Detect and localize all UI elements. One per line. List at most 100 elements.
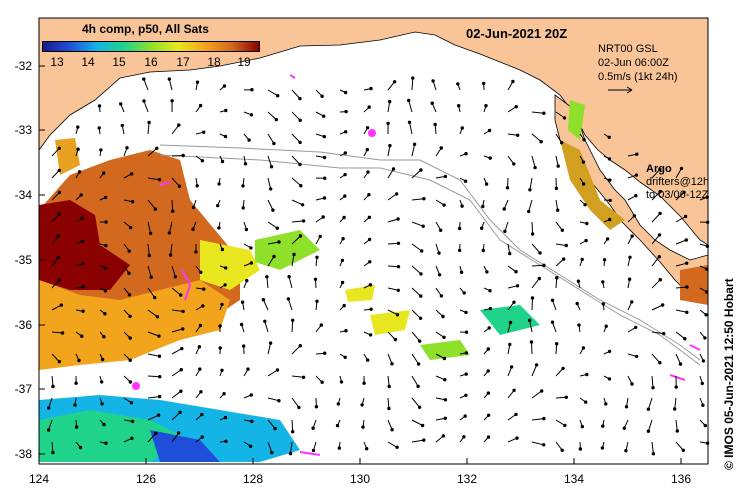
current-arrow (531, 243, 541, 254)
current-arrow (267, 441, 273, 453)
current-arrow-head (195, 80, 200, 84)
current-arrow (147, 122, 150, 135)
lat-label: -35 (14, 253, 32, 267)
current-arrow-head (658, 278, 662, 282)
current-arrow (675, 353, 681, 365)
current-arrow (267, 241, 280, 245)
current-arrow-head (562, 116, 567, 120)
sst-green-band-3 (420, 340, 470, 360)
current-arrow-head (657, 233, 662, 237)
drifter-tracks (132, 74, 701, 456)
current-arrow-head (368, 260, 372, 264)
current-arrow-head (343, 90, 348, 95)
current-arrow-head (130, 419, 135, 424)
current-arrow (387, 145, 391, 157)
current-arrow (267, 155, 272, 167)
sst-yellow-central (200, 240, 260, 290)
current-arrow-head (224, 108, 228, 113)
sst-green-band-2 (480, 305, 540, 335)
current-arrow (531, 111, 544, 114)
current-arrow (291, 111, 301, 121)
current-arrow-head (217, 182, 221, 186)
current-arrow-head (217, 226, 221, 230)
argo-float-marker (132, 382, 140, 390)
current-arrow-head (511, 79, 515, 84)
current-arrow-head (627, 277, 632, 281)
current-arrow (267, 256, 275, 267)
current-arrow-head (602, 258, 607, 262)
current-arrow-head (482, 81, 486, 86)
current-arrow (147, 432, 157, 443)
current-arrow-head (342, 303, 346, 308)
current-arrow-head (646, 407, 651, 411)
current-arrow-head (488, 156, 492, 160)
current-arrow-head (460, 204, 464, 208)
current-arrow-head (250, 88, 254, 92)
current-arrow (291, 155, 301, 165)
current-arrow-head (515, 284, 520, 288)
current-arrow (51, 304, 62, 311)
current-arrow-head (46, 428, 51, 432)
current-arrow-head (662, 331, 666, 336)
current-arrow-head (420, 423, 425, 428)
current-arrow-head (539, 140, 543, 144)
current-arrow-head (658, 167, 662, 172)
current-arrow (651, 304, 663, 311)
current-arrow-head (155, 315, 160, 319)
current-arrow-head (388, 99, 392, 104)
current-arrow-head (311, 426, 315, 430)
current-arrow-head (361, 425, 365, 429)
current-arrow-head (224, 266, 228, 270)
lat-label: -36 (14, 318, 32, 332)
current-arrow-head (157, 334, 161, 338)
current-arrow-head (369, 86, 373, 91)
current-arrow-head (360, 403, 364, 407)
current-arrow-head (177, 184, 182, 189)
current-arrow-head (104, 266, 108, 270)
bathymetry-contours (159, 144, 701, 366)
current-arrow-head (456, 82, 460, 86)
current-arrow-head (322, 155, 327, 160)
current-arrow-head (527, 209, 531, 214)
current-arrow-head (457, 104, 461, 108)
current-arrow-head (485, 270, 489, 274)
current-arrow-head (344, 109, 348, 114)
current-arrow (555, 111, 565, 119)
current-arrow-head (76, 147, 80, 151)
current-arrow-head (684, 238, 688, 242)
current-arrow-head (157, 394, 162, 399)
current-arrow-head (486, 369, 490, 373)
current-arrow-head (128, 358, 132, 362)
current-arrow-head (464, 330, 469, 334)
current-arrow (387, 218, 399, 223)
current-arrow-head (181, 327, 185, 331)
current-arrow-head (417, 405, 422, 409)
current-arrow-head (505, 186, 510, 190)
current-arrow (171, 287, 182, 296)
current-arrow-head (464, 372, 468, 376)
current-arrow-head (657, 255, 661, 259)
current-arrow-head (508, 320, 513, 325)
current-arrow (171, 348, 183, 355)
current-arrow-head (147, 120, 151, 125)
current-arrow-head (239, 322, 244, 327)
date-label: 02-Jun-2021 20Z (466, 26, 568, 41)
current-arrow-head (318, 234, 322, 239)
current-arrow (552, 300, 557, 311)
current-arrow-head (201, 304, 205, 308)
colorbar-title: 4h comp, p50, All Sats (82, 22, 209, 36)
current-arrow-head (104, 220, 108, 224)
current-arrow-head (515, 436, 519, 440)
current-arrow-head (502, 207, 506, 211)
current-arrow-head (200, 159, 205, 163)
current-arrow-head (336, 402, 340, 406)
current-arrow-head (550, 320, 555, 324)
current-arrow (147, 147, 158, 157)
current-arrow-head (608, 178, 612, 182)
current-arrow-head (550, 298, 555, 302)
current-arrow (411, 265, 422, 275)
current-arrow (51, 353, 60, 362)
current-arrow-head (343, 172, 347, 177)
current-arrow-head (99, 148, 103, 152)
current-arrow-head (604, 324, 608, 328)
